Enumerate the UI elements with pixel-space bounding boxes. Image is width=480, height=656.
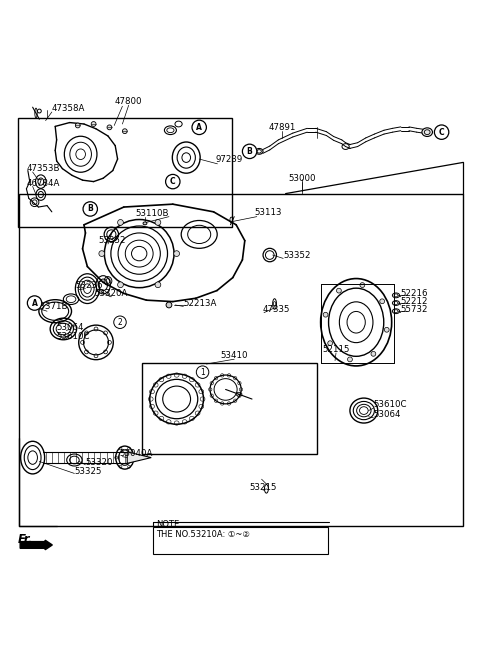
Text: 53236: 53236	[76, 281, 103, 290]
Text: 2: 2	[118, 318, 122, 327]
Text: 53352: 53352	[98, 236, 126, 245]
Text: A: A	[196, 123, 202, 132]
Text: 53110B: 53110B	[135, 209, 169, 218]
Text: 53610C: 53610C	[57, 332, 90, 341]
Text: 55732: 55732	[401, 305, 428, 314]
Ellipse shape	[174, 251, 180, 256]
Circle shape	[192, 120, 206, 134]
Text: 52212: 52212	[401, 297, 428, 306]
Text: C: C	[170, 177, 176, 186]
FancyArrow shape	[20, 540, 52, 550]
Circle shape	[114, 316, 126, 329]
Text: 1: 1	[200, 367, 205, 377]
Text: 53410: 53410	[220, 352, 248, 360]
Ellipse shape	[384, 327, 389, 332]
Text: 47335: 47335	[263, 305, 290, 314]
Text: 53064: 53064	[57, 323, 84, 333]
Ellipse shape	[155, 282, 161, 288]
Text: 52213A: 52213A	[183, 298, 217, 308]
Ellipse shape	[422, 128, 432, 136]
Text: 53325: 53325	[74, 466, 102, 476]
Ellipse shape	[336, 288, 341, 293]
Text: 53000: 53000	[288, 174, 316, 183]
Text: C: C	[439, 128, 444, 136]
Ellipse shape	[360, 283, 365, 287]
Ellipse shape	[107, 125, 112, 130]
Text: THE NO.53210A: ①~②: THE NO.53210A: ①~②	[156, 530, 250, 539]
Text: 53113: 53113	[254, 209, 282, 217]
Text: B: B	[87, 205, 93, 213]
Text: 53064: 53064	[373, 410, 401, 419]
Polygon shape	[127, 452, 151, 463]
Ellipse shape	[118, 282, 123, 288]
Ellipse shape	[155, 220, 161, 225]
Text: 46784A: 46784A	[26, 180, 60, 188]
Ellipse shape	[323, 312, 328, 317]
Text: B: B	[247, 147, 252, 156]
Ellipse shape	[328, 340, 333, 346]
Ellipse shape	[371, 352, 376, 356]
Text: 53352: 53352	[283, 251, 311, 260]
Ellipse shape	[166, 302, 172, 308]
Ellipse shape	[380, 299, 384, 304]
Text: 97239: 97239	[216, 155, 243, 165]
Ellipse shape	[91, 121, 96, 127]
Text: 53215: 53215	[249, 483, 277, 492]
Circle shape	[196, 366, 209, 379]
Text: 52115: 52115	[322, 345, 350, 354]
Circle shape	[434, 125, 449, 139]
Ellipse shape	[118, 220, 123, 225]
Ellipse shape	[143, 222, 147, 225]
Circle shape	[27, 296, 42, 310]
Circle shape	[166, 174, 180, 189]
Text: 47353B: 47353B	[26, 164, 60, 173]
Text: 53040A: 53040A	[119, 449, 153, 459]
Text: 52216: 52216	[401, 289, 428, 298]
Text: 53320: 53320	[85, 458, 113, 467]
Text: Fr.: Fr.	[18, 533, 34, 546]
Text: 47891: 47891	[268, 123, 296, 132]
Ellipse shape	[348, 357, 352, 362]
Ellipse shape	[122, 129, 127, 134]
Circle shape	[83, 202, 97, 216]
Text: 47358A: 47358A	[52, 104, 85, 113]
Text: 47800: 47800	[115, 97, 143, 106]
Circle shape	[242, 144, 257, 159]
Text: 53371B: 53371B	[35, 302, 68, 311]
Ellipse shape	[75, 123, 80, 128]
Text: 53320A: 53320A	[95, 289, 128, 298]
Text: NOTE: NOTE	[156, 520, 179, 529]
Text: 53610C: 53610C	[373, 400, 407, 409]
Ellipse shape	[99, 251, 105, 256]
Text: A: A	[32, 298, 37, 308]
